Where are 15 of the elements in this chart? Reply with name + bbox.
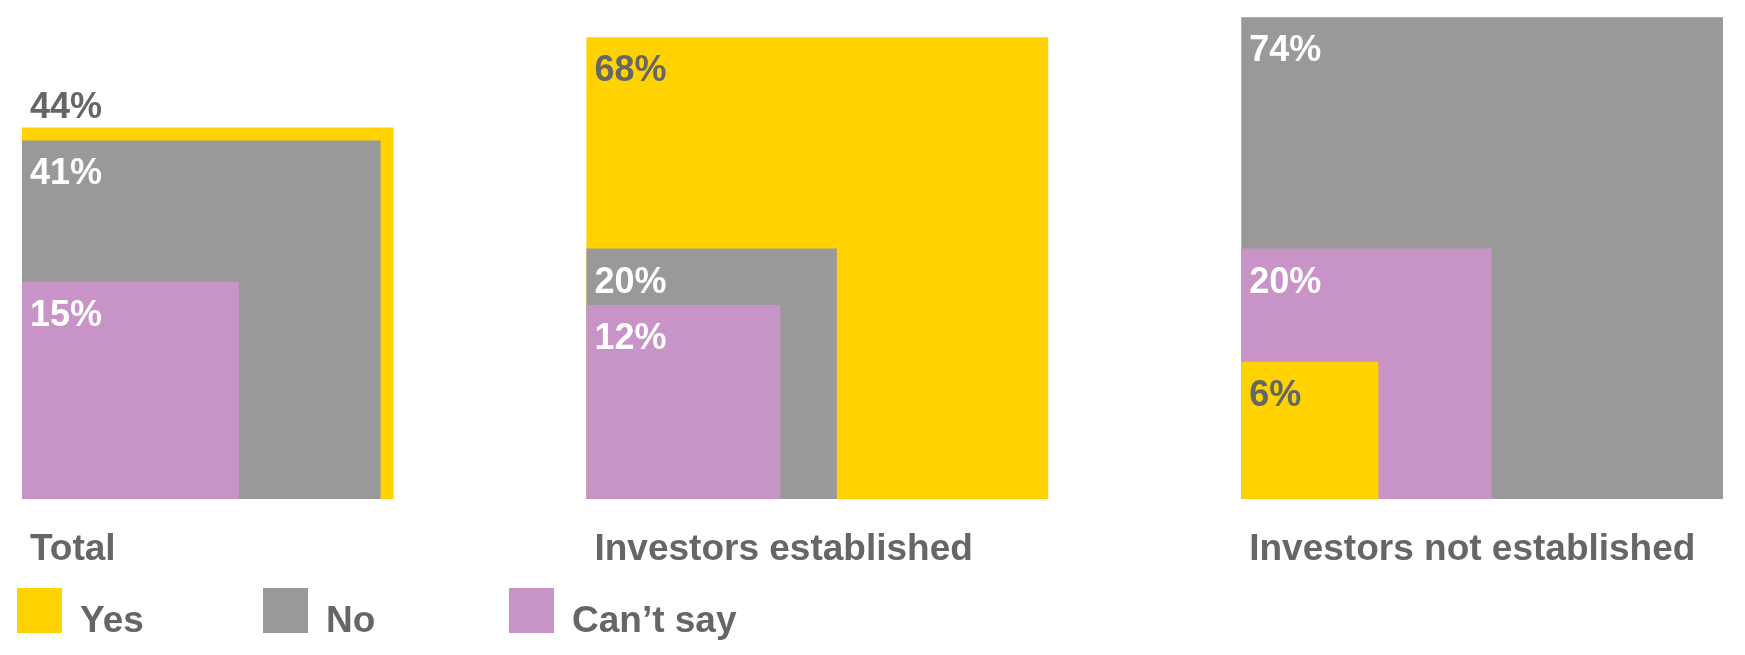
data-label: 6%	[1249, 372, 1302, 414]
data-label: 68%	[594, 48, 667, 90]
category-label: Total	[30, 527, 116, 568]
data-label: 44%	[30, 84, 103, 126]
data-label: 74%	[1249, 28, 1322, 70]
legend-label: Can’t say	[572, 599, 737, 640]
legend-label: Yes	[80, 599, 144, 640]
category-label: Investors established	[594, 527, 973, 568]
legend-label: No	[326, 599, 376, 640]
data-label: 41%	[30, 151, 103, 193]
data-label: 12%	[594, 316, 667, 358]
data-label: 20%	[1249, 259, 1322, 301]
data-label: 15%	[30, 293, 103, 335]
data-label: 20%	[594, 259, 667, 301]
category-label: Investors not established	[1249, 527, 1696, 568]
